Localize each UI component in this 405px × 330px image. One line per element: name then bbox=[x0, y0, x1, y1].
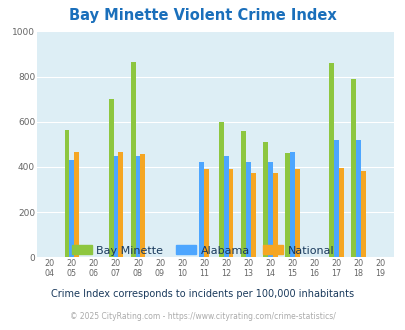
Legend: Bay Minette, Alabama, National: Bay Minette, Alabama, National bbox=[67, 241, 338, 260]
Bar bbox=[199, 162, 204, 257]
Bar bbox=[140, 154, 145, 257]
Bar bbox=[338, 168, 343, 257]
Bar bbox=[272, 173, 277, 257]
Bar bbox=[204, 169, 209, 257]
Bar bbox=[64, 130, 69, 257]
Bar bbox=[333, 140, 338, 257]
Bar bbox=[289, 152, 294, 257]
Bar bbox=[113, 156, 118, 257]
Bar bbox=[74, 151, 79, 257]
Bar bbox=[245, 162, 250, 257]
Bar bbox=[328, 63, 333, 257]
Bar bbox=[360, 171, 365, 257]
Bar bbox=[228, 169, 233, 257]
Bar bbox=[294, 169, 299, 257]
Bar bbox=[262, 142, 267, 257]
Bar bbox=[355, 140, 360, 257]
Bar bbox=[135, 156, 140, 257]
Bar bbox=[218, 122, 223, 257]
Text: © 2025 CityRating.com - https://www.cityrating.com/crime-statistics/: © 2025 CityRating.com - https://www.city… bbox=[70, 312, 335, 321]
Bar bbox=[267, 162, 272, 257]
Bar bbox=[109, 99, 113, 257]
Bar bbox=[69, 160, 74, 257]
Bar bbox=[241, 131, 245, 257]
Text: Crime Index corresponds to incidents per 100,000 inhabitants: Crime Index corresponds to incidents per… bbox=[51, 289, 354, 299]
Bar bbox=[130, 62, 135, 257]
Bar bbox=[223, 156, 228, 257]
Bar bbox=[284, 153, 289, 257]
Text: Bay Minette Violent Crime Index: Bay Minette Violent Crime Index bbox=[69, 8, 336, 23]
Bar bbox=[118, 151, 123, 257]
Bar bbox=[250, 173, 255, 257]
Bar bbox=[350, 79, 355, 257]
